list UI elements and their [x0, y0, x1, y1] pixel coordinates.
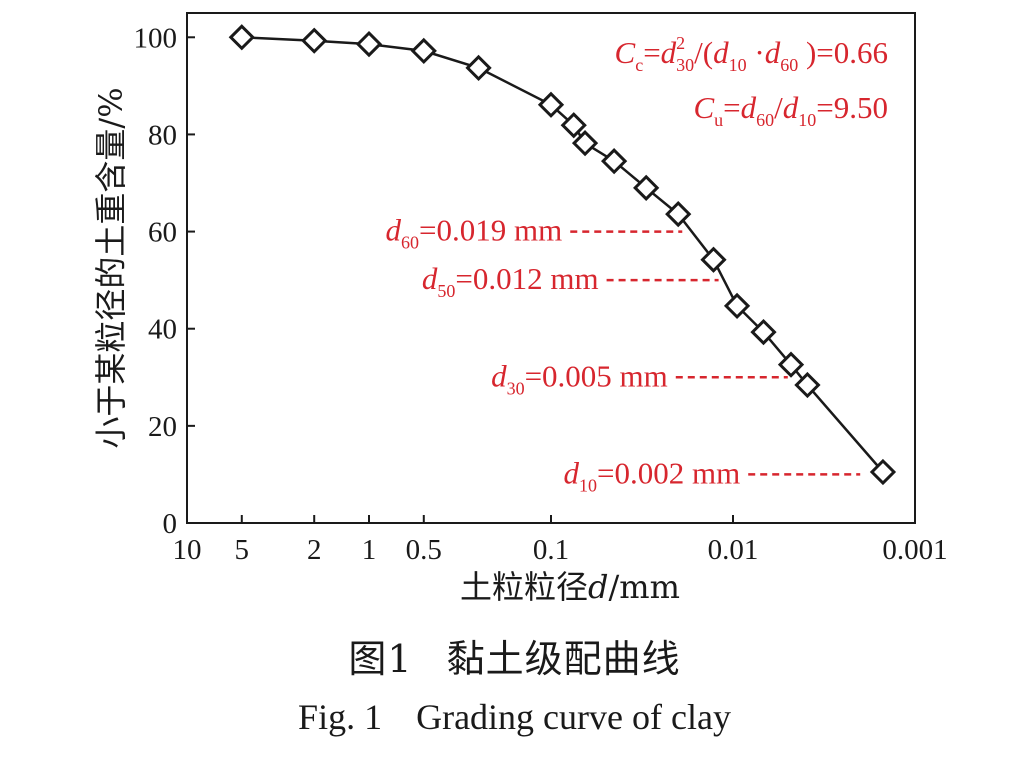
data-point-marker — [633, 174, 660, 201]
data-point-marker — [777, 351, 805, 378]
y-tick-label: 100 — [134, 22, 178, 54]
x-tick-label: 5 — [235, 534, 250, 566]
data-point-marker — [665, 200, 692, 228]
caption-cn-title: 黏土级配曲线 — [446, 637, 681, 681]
x-axis-label: 土粒粒径d/mm — [460, 568, 680, 606]
formula-cc: Cc=d2 30/(d10 ·d60 )=0.66 — [615, 33, 889, 75]
figure-caption-cn: 图1 黏土级配曲线 — [0, 628, 1029, 683]
data-point-marker — [560, 112, 587, 139]
data-point-marker — [355, 30, 383, 58]
y-tick-label: 40 — [148, 314, 177, 346]
x-tick-label: 1 — [362, 534, 377, 566]
data-point-marker — [750, 318, 777, 346]
data-point-marker — [700, 246, 727, 273]
x-tick-label: 10 — [173, 534, 202, 566]
caption-cn-number: 图1 — [348, 637, 413, 681]
formula-cu: Cu=d60/d10=9.50 — [693, 90, 888, 130]
annotation-label: d60=0.019 mm — [386, 213, 563, 253]
data-point-marker — [465, 54, 492, 82]
data-point-marker — [228, 24, 255, 51]
data-point-marker — [600, 148, 628, 175]
annotation-label: d50=0.012 mm — [422, 261, 599, 301]
x-tick-label: 2 — [307, 534, 322, 566]
x-tick-label: 0.1 — [533, 534, 569, 566]
data-point-marker — [869, 458, 897, 486]
grading-curve-chart: 10 5 2 1 0.5 0.1 0.01 0.001 0 20 40 60 80 100 d60=0.… — [92, 12, 948, 606]
caption-en-number: Fig. 1 — [298, 697, 383, 737]
y-tick-label: 20 — [148, 411, 177, 443]
y-tick-label: 60 — [148, 217, 177, 249]
x-tick-label: 0.5 — [406, 534, 442, 566]
x-tick-label: 0.001 — [882, 534, 947, 566]
data-point-marker — [794, 371, 821, 399]
data-point-marker — [410, 37, 437, 65]
data-point-marker — [571, 130, 599, 157]
annotation-label: d10=0.002 mm — [563, 455, 740, 495]
data-point-marker — [537, 91, 565, 118]
caption-en-title: Grading curve of clay — [416, 697, 731, 737]
data-point-marker — [723, 292, 751, 320]
y-tick-label: 0 — [163, 508, 178, 540]
x-tick-label: 0.01 — [708, 534, 759, 566]
y-tick-label: 80 — [148, 119, 177, 151]
annotation-label: d30=0.005 mm — [491, 358, 668, 398]
figure-caption-en: Fig. 1 Grading curve of clay — [0, 696, 1029, 738]
data-point-marker — [301, 27, 328, 54]
y-axis-label: 小于某粒径的土重含量/% — [92, 87, 130, 448]
